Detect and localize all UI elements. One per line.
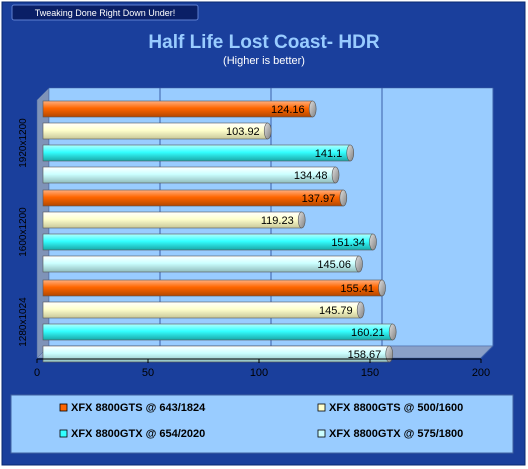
data-label: 155.41 bbox=[340, 283, 374, 295]
chart-title: Half Life Lost Coast- HDR bbox=[148, 32, 379, 53]
x-tick-label: 150 bbox=[361, 367, 379, 379]
bar-end-cap bbox=[331, 166, 340, 184]
bar-end-cap bbox=[385, 345, 394, 363]
banner: Tweaking Done Right Down Under! bbox=[11, 4, 199, 21]
data-label: 119.23 bbox=[261, 215, 294, 227]
banner-box bbox=[11, 4, 199, 21]
legend-label: XFX 8800GTS @ 500/1600 bbox=[329, 402, 463, 414]
bar bbox=[42, 255, 360, 273]
category-label: 1920x1200 bbox=[18, 118, 29, 168]
bar bbox=[42, 233, 374, 251]
legend-box bbox=[10, 394, 514, 454]
bars bbox=[42, 100, 397, 363]
bar-end-cap bbox=[297, 211, 306, 229]
category-label: 1280x1024 bbox=[18, 297, 29, 347]
gridline-floor bbox=[480, 345, 494, 359]
bar bbox=[42, 189, 344, 207]
bar-end-cap bbox=[369, 233, 377, 251]
category-labels: 1920x1200 1600x1200 1280x1024 bbox=[18, 118, 29, 347]
bar-end-cap bbox=[263, 122, 272, 140]
category-label: 1600x1200 bbox=[18, 207, 29, 257]
data-label: 145.06 bbox=[317, 259, 351, 271]
legend-item: XFX 8800GTX @ 575/1800 bbox=[317, 428, 463, 440]
bar bbox=[42, 345, 390, 363]
bar-end-cap bbox=[356, 301, 365, 319]
data-label: 124.16 bbox=[271, 104, 305, 116]
data-label: 145.79 bbox=[319, 305, 353, 317]
data-label: 158.67 bbox=[348, 349, 382, 361]
legend-label: XFX 8800GTX @ 575/1800 bbox=[329, 428, 463, 440]
bar-end-cap bbox=[388, 323, 397, 341]
bar bbox=[42, 301, 361, 319]
data-label: 137.97 bbox=[302, 193, 336, 205]
bar-end-cap bbox=[346, 144, 355, 162]
legend-label: XFX 8800GTS @ 643/1824 bbox=[71, 402, 206, 414]
bar-end-cap bbox=[308, 100, 317, 118]
legend-swatch bbox=[59, 429, 68, 438]
data-label: 103.92 bbox=[226, 126, 260, 138]
data-label: 141.1 bbox=[315, 148, 343, 160]
legend-swatch bbox=[59, 403, 68, 412]
bar-end-cap bbox=[378, 279, 386, 297]
x-tick-label: 0 bbox=[34, 367, 40, 379]
x-axis-ticks: 0 50 100 150 200 bbox=[34, 359, 490, 379]
bar bbox=[42, 323, 393, 341]
data-label: 134.48 bbox=[294, 170, 328, 182]
bar bbox=[42, 144, 351, 162]
bar bbox=[42, 166, 336, 184]
legend-item: XFX 8800GTX @ 654/2020 bbox=[59, 428, 205, 440]
legend: XFX 8800GTS @ 643/1824 XFX 8800GTS @ 500/… bbox=[10, 394, 514, 454]
data-label: 151.34 bbox=[331, 237, 365, 249]
x-tick-label: 100 bbox=[250, 367, 268, 379]
chart-subtitle: (Higher is better) bbox=[223, 55, 305, 67]
banner-text: Tweaking Done Right Down Under! bbox=[35, 8, 176, 18]
legend-swatch bbox=[317, 403, 326, 412]
value-labels: 124.16 103.92 141.1 134.48 137.97 119.23 151.3… bbox=[226, 104, 385, 361]
legend-swatch bbox=[317, 429, 326, 438]
legend-item: XFX 8800GTS @ 643/1824 bbox=[59, 402, 206, 414]
legend-label: XFX 8800GTX @ 654/2020 bbox=[71, 428, 205, 440]
bar-end-cap bbox=[339, 189, 348, 207]
x-tick-label: 200 bbox=[472, 367, 490, 379]
x-tick-label: 50 bbox=[142, 367, 154, 379]
legend-item: XFX 8800GTS @ 500/1600 bbox=[317, 402, 463, 414]
bar-end-cap bbox=[355, 255, 363, 273]
bar bbox=[42, 279, 383, 297]
data-label: 160.21 bbox=[351, 327, 385, 339]
